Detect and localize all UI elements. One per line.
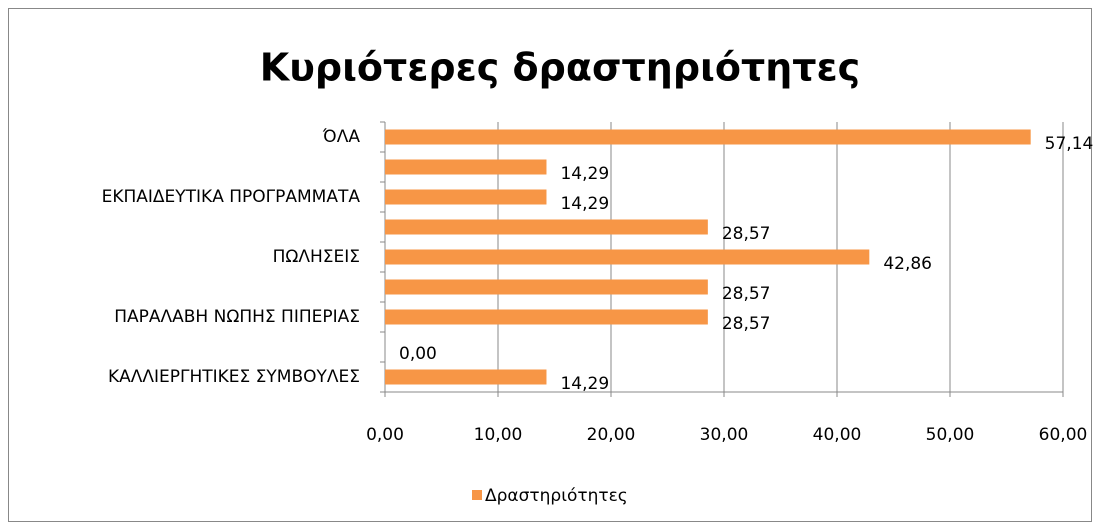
y-tick-label: ΠΑΡΑΛΑΒΗ ΝΩΠΗΣ ΠΙΠΕΡΙΑΣ xyxy=(114,307,360,327)
x-tick-label: 60,00 xyxy=(1039,425,1088,445)
y-tick-label: ΌΛΑ xyxy=(322,127,360,147)
data-label: 28,57 xyxy=(722,224,771,244)
x-tick-label: 40,00 xyxy=(813,425,862,445)
data-label: 14,29 xyxy=(560,194,609,214)
legend-swatch xyxy=(472,490,482,500)
x-tick-label: 10,00 xyxy=(474,425,523,445)
x-tick-label: 30,00 xyxy=(700,425,749,445)
data-label: 14,29 xyxy=(560,374,609,394)
bar xyxy=(385,309,708,325)
bar xyxy=(385,279,708,295)
x-tick-label: 20,00 xyxy=(587,425,636,445)
x-tick-label: 50,00 xyxy=(926,425,975,445)
y-tick-label: ΚΑΛΛΙΕΡΓΗΤΙΚΕΣ ΣΥΜΒΟΥΛΕΣ xyxy=(108,367,360,387)
y-tick-label: ΠΩΛΗΣΕΙΣ xyxy=(273,247,360,267)
y-tick-label: ΕΚΠΑΙΔΕΥΤΙΚΑ ΠΡΟΓΡΑΜΜΑΤΑ xyxy=(102,187,361,207)
bar xyxy=(385,219,708,235)
bar xyxy=(385,369,547,385)
x-tick-label: 0,00 xyxy=(366,425,404,445)
bar xyxy=(385,249,870,265)
data-label: 28,57 xyxy=(722,284,771,304)
data-label: 14,29 xyxy=(560,164,609,184)
chart-border xyxy=(8,8,1092,522)
data-label: 42,86 xyxy=(883,254,932,274)
legend-label: Δραστηριότητες xyxy=(485,486,628,506)
data-label: 28,57 xyxy=(722,314,771,334)
bar xyxy=(385,189,547,205)
bar xyxy=(385,129,1031,145)
chart-title: Κυριότερες δραστηριότητες xyxy=(260,46,860,90)
data-label: 57,14 xyxy=(1045,134,1094,154)
bar xyxy=(385,159,547,175)
data-label: 0,00 xyxy=(399,344,437,364)
